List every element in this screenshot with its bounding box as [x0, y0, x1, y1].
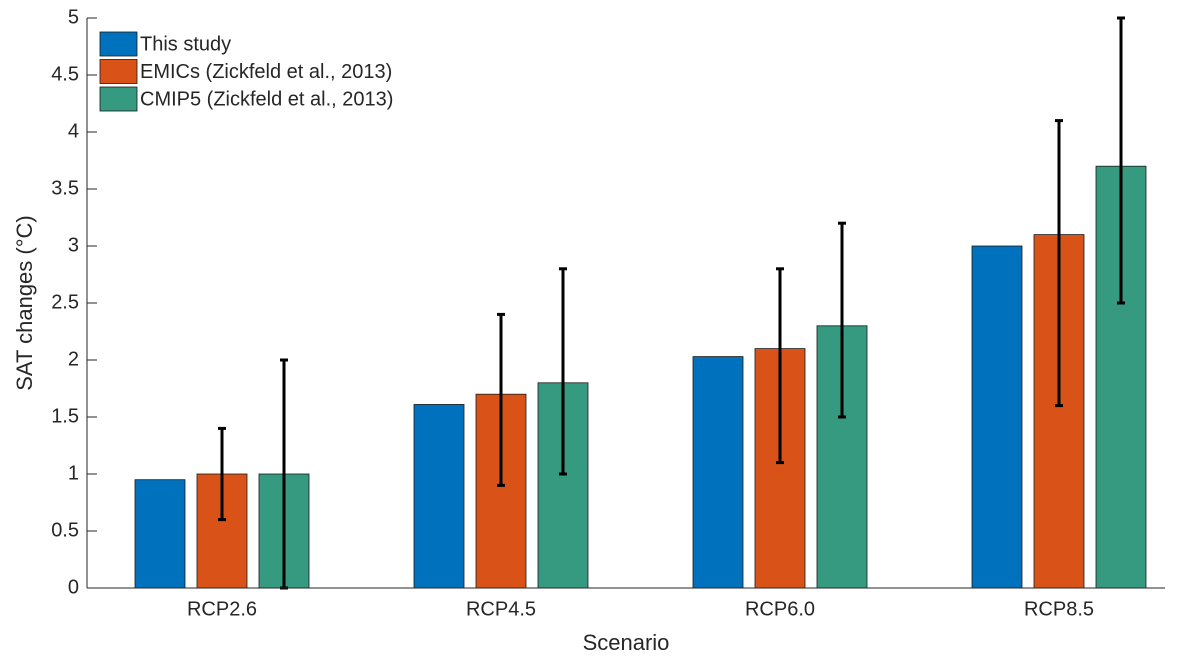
y-tick-label: 5 — [68, 6, 79, 28]
y-tick-label: 2.5 — [51, 291, 79, 313]
y-tick-label: 1 — [68, 462, 79, 484]
error-bar — [559, 267, 567, 476]
error-bar — [218, 426, 226, 522]
legend-label: CMIP5 (Zickfeld et al., 2013) — [140, 88, 393, 110]
bar — [692, 356, 744, 589]
error-bar — [497, 312, 505, 487]
x-axis-title: Scenario — [583, 630, 670, 655]
y-tick-label: 4 — [68, 120, 79, 142]
legend-swatch — [99, 31, 138, 57]
x-tick-label: RCP6.0 — [745, 598, 815, 620]
x-tick-label: RCP8.5 — [1024, 598, 1094, 620]
legend-label: This study — [140, 33, 231, 55]
error-bar — [838, 221, 846, 419]
y-tick-label: 0 — [68, 576, 79, 598]
y-tick-label: 4.5 — [51, 63, 79, 85]
y-axis-title: SAT changes (°C) — [12, 215, 37, 391]
error-bar — [1055, 119, 1063, 408]
bar — [134, 479, 186, 589]
y-tick-label: 1.5 — [51, 405, 79, 427]
error-bar — [1117, 16, 1125, 305]
error-bar — [776, 267, 784, 465]
bar — [971, 245, 1023, 589]
legend-swatch — [99, 86, 138, 112]
x-tick-label: RCP4.5 — [466, 598, 536, 620]
legend-label: EMICs (Zickfeld et al., 2013) — [140, 61, 392, 83]
bar — [413, 404, 465, 589]
legend-swatch — [99, 59, 138, 84]
y-tick-label: 2 — [68, 348, 79, 370]
y-tick-label: 0.5 — [51, 519, 79, 541]
y-tick-label: 3.5 — [51, 177, 79, 199]
y-tick-label: 3 — [68, 234, 79, 256]
x-tick-label: RCP2.6 — [187, 598, 257, 620]
